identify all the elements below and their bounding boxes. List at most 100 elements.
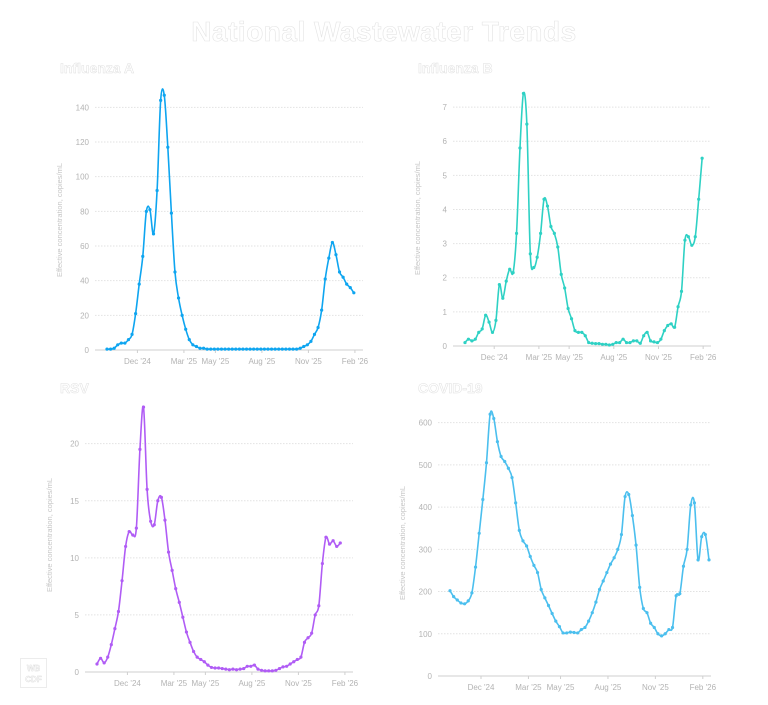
data-point — [488, 412, 492, 416]
data-point — [302, 344, 306, 349]
data-point — [554, 619, 558, 623]
data-point — [525, 544, 529, 548]
data-point — [587, 619, 591, 623]
data-point — [338, 541, 342, 545]
data-point — [590, 611, 594, 615]
data-point — [324, 535, 328, 539]
data-point — [670, 625, 675, 630]
data-point — [201, 346, 206, 350]
data-point — [663, 632, 667, 636]
y-tick-label: 100 — [419, 630, 433, 639]
data-point — [681, 564, 686, 568]
y-tick-label: 60 — [80, 242, 89, 251]
y-tick-label: 0 — [85, 346, 90, 355]
data-point — [576, 330, 581, 334]
data-point — [277, 666, 282, 671]
data-point — [169, 211, 173, 215]
data-point — [202, 660, 206, 664]
data-point — [676, 305, 680, 309]
data-point — [330, 240, 334, 245]
data-point — [259, 347, 263, 351]
data-point — [209, 347, 213, 351]
data-point — [249, 664, 253, 668]
data-point — [148, 208, 152, 212]
data-point — [217, 666, 221, 670]
data-point — [563, 286, 567, 290]
data-point — [576, 631, 580, 635]
data-point — [152, 523, 156, 527]
data-point — [345, 282, 349, 286]
data-point — [191, 343, 195, 347]
data-point — [539, 231, 543, 235]
data-point — [180, 313, 184, 317]
data-point — [159, 495, 163, 499]
data-point — [320, 308, 324, 312]
data-point — [662, 329, 666, 333]
x-tick-label: Dec '24 — [468, 683, 495, 692]
data-point — [506, 466, 510, 470]
data-point — [497, 282, 501, 287]
data-point — [245, 664, 249, 668]
data-point — [514, 501, 518, 505]
chart-title: COVID-19 — [418, 380, 483, 397]
y-tick-label: 0 — [75, 668, 80, 677]
data-point — [583, 334, 587, 338]
data-point — [281, 665, 285, 669]
data-point — [337, 270, 342, 274]
data-point — [473, 337, 477, 341]
data-point — [635, 339, 639, 343]
data-point — [242, 666, 246, 671]
x-tick-label: Nov '25 — [645, 353, 672, 362]
series-line — [96, 405, 341, 672]
data-point — [141, 405, 146, 409]
data-point — [259, 668, 264, 672]
data-point — [455, 598, 459, 602]
data-point — [466, 337, 471, 341]
data-point — [291, 347, 295, 351]
data-point — [199, 657, 203, 662]
data-point — [317, 604, 321, 608]
data-point — [124, 544, 128, 549]
data-point — [638, 341, 642, 345]
chart-title: Influenza B — [418, 60, 493, 77]
chart-svg: 0 1 2 3 4 5 6 7 Dec '24 Mar '25 May '25 Aug '25 Nov … — [413, 91, 717, 362]
data-point — [572, 630, 576, 635]
data-point — [298, 346, 302, 350]
data-point — [255, 347, 259, 351]
data-point — [223, 347, 227, 351]
data-point — [477, 531, 481, 535]
data-point — [248, 347, 252, 351]
data-point — [102, 661, 106, 665]
data-point — [109, 643, 113, 647]
y-tick-label: 40 — [80, 277, 89, 286]
data-point — [163, 518, 167, 522]
x-tick-label: Dec '24 — [481, 353, 508, 362]
data-point — [116, 343, 120, 347]
series-line — [464, 91, 703, 346]
data-point — [270, 669, 274, 673]
data-point — [138, 447, 142, 451]
data-point — [501, 296, 505, 300]
y-tick-label: 200 — [419, 588, 433, 597]
data-point — [219, 347, 224, 351]
data-point — [703, 532, 707, 537]
x-tick-label: Aug '25 — [248, 357, 275, 366]
data-point — [614, 340, 618, 345]
data-point — [543, 596, 547, 600]
data-point — [628, 340, 632, 345]
data-point — [546, 603, 551, 608]
data-point — [305, 343, 309, 347]
data-point — [590, 341, 594, 345]
chart-title: Influenza A — [60, 60, 135, 77]
data-point — [693, 235, 697, 239]
data-point — [692, 501, 697, 505]
y-tick-label: 5 — [443, 171, 448, 180]
data-point — [690, 243, 694, 247]
data-point — [95, 662, 99, 666]
data-point — [309, 339, 313, 343]
data-point — [241, 347, 245, 351]
data-point — [144, 209, 148, 213]
data-point — [484, 461, 489, 465]
data-point — [280, 347, 284, 351]
chart-panel-influenza-a: Influenza A 0 20 40 60 80 100 120 140 Dec '24 Mar… — [40, 60, 380, 380]
